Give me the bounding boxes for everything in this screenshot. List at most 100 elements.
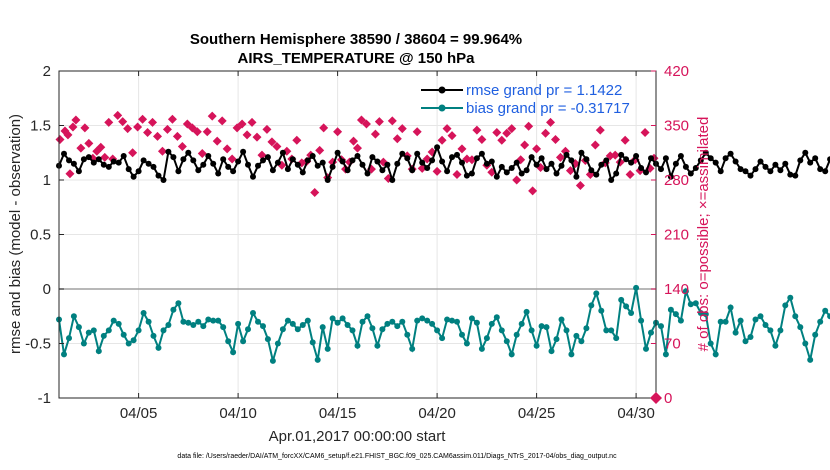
bias-point	[434, 327, 441, 334]
chart-title-line-2: AIRS_TEMPERATURE @ 150 hPa	[238, 50, 476, 67]
rmse-point	[707, 155, 714, 162]
bias-point	[558, 316, 565, 323]
obs-point	[192, 127, 202, 137]
obs-point	[447, 131, 457, 141]
obs-point	[80, 123, 90, 133]
rmse-point	[812, 155, 819, 162]
bias-point	[643, 345, 649, 352]
bias-point	[822, 307, 829, 314]
rmse-point	[603, 157, 610, 164]
bias-point	[100, 332, 107, 339]
rmse-point	[90, 159, 97, 166]
y2-tick-label: 70	[664, 336, 681, 353]
bias-point	[389, 318, 396, 325]
rmse-point	[633, 153, 640, 159]
x-axis-label: Apr.01,2017 00:00:00 start	[269, 428, 447, 445]
bias-point	[284, 317, 291, 324]
rmse-point	[548, 160, 555, 167]
bias-point	[712, 351, 719, 358]
y2-axis-ticks: 0 70 140 210 280 350 420	[650, 63, 689, 407]
bias-point	[105, 327, 112, 334]
bias-point	[155, 344, 162, 351]
rmse-point	[349, 157, 356, 164]
rmse-point	[125, 166, 132, 173]
x-tick-label: 04/15	[319, 405, 357, 422]
bias-point	[200, 323, 207, 330]
bias-point	[210, 317, 217, 324]
bias-point	[140, 310, 147, 316]
rmse-point	[822, 168, 829, 175]
bias-point	[493, 314, 500, 321]
rmse-point	[717, 168, 724, 175]
legend-bias-label: bias grand pr = -0.31717	[466, 100, 630, 117]
rmse-point	[558, 162, 565, 169]
bias-point	[767, 327, 774, 334]
bias-point	[240, 338, 247, 345]
obs-point	[625, 170, 635, 180]
obs-point	[267, 137, 277, 147]
bias-point	[120, 331, 127, 338]
rmse-point	[692, 165, 699, 171]
rmse-point	[359, 161, 366, 168]
rmse-point	[598, 161, 605, 168]
obs-point	[172, 131, 182, 141]
bias-point	[195, 318, 202, 325]
bias-point	[160, 327, 167, 334]
rmse-point	[80, 156, 87, 163]
bias-point	[623, 303, 630, 310]
rmse-point	[543, 166, 550, 173]
rmse-point	[110, 158, 117, 165]
obs-point	[528, 186, 538, 196]
rmse-point	[643, 169, 649, 176]
obs-point	[177, 142, 187, 152]
obs-point	[242, 130, 252, 140]
bias-point	[503, 338, 510, 345]
rmse-point	[414, 150, 421, 157]
rmse-point	[473, 155, 480, 162]
rmse-point	[165, 148, 172, 155]
bias-point	[454, 318, 460, 325]
rmse-point	[538, 155, 545, 162]
y2-axis-label: # of obs: o=possible; ×=assimilated	[695, 117, 712, 352]
series-rmse	[56, 144, 830, 184]
bias-point	[90, 327, 97, 334]
bias-point	[737, 317, 744, 324]
obs-point	[167, 114, 177, 124]
rmse-point	[528, 154, 535, 161]
rmse-point	[120, 153, 127, 159]
rmse-point	[424, 165, 431, 171]
rmse-point	[712, 159, 719, 166]
bias-point	[648, 329, 654, 336]
rmse-point	[782, 160, 789, 167]
obs-point	[575, 180, 585, 190]
rmse-point	[807, 159, 814, 166]
bias-point	[359, 318, 366, 325]
rmse-point	[677, 153, 684, 159]
bias-point	[250, 310, 256, 316]
legend-bias-marker	[438, 104, 446, 112]
rmse-point	[747, 172, 754, 179]
bias-point	[329, 315, 336, 322]
x-axis-ticks: 04/05 04/10 04/15 04/20 04/25 04/30	[120, 71, 655, 422]
obs-point	[76, 143, 86, 153]
obs-point	[590, 140, 600, 150]
rmse-point	[255, 162, 261, 169]
rmse-point	[374, 158, 381, 165]
obs-point	[387, 116, 397, 126]
bias-point	[429, 320, 436, 327]
bias-point	[593, 290, 600, 297]
bias-point	[598, 307, 605, 314]
bias-point	[548, 348, 555, 355]
rmse-point	[140, 157, 147, 164]
bias-point	[314, 356, 321, 363]
rmse-point	[722, 155, 729, 162]
bias-point	[732, 329, 739, 336]
chart-title-line-1: Southern Hemisphere 38590 / 38604 = 99.9…	[190, 31, 522, 48]
obs-point	[197, 149, 207, 159]
rmse-point	[593, 171, 600, 178]
bias-point	[553, 336, 560, 343]
obs-point	[96, 142, 106, 152]
obs-point	[319, 123, 329, 133]
obs-point	[292, 135, 302, 145]
